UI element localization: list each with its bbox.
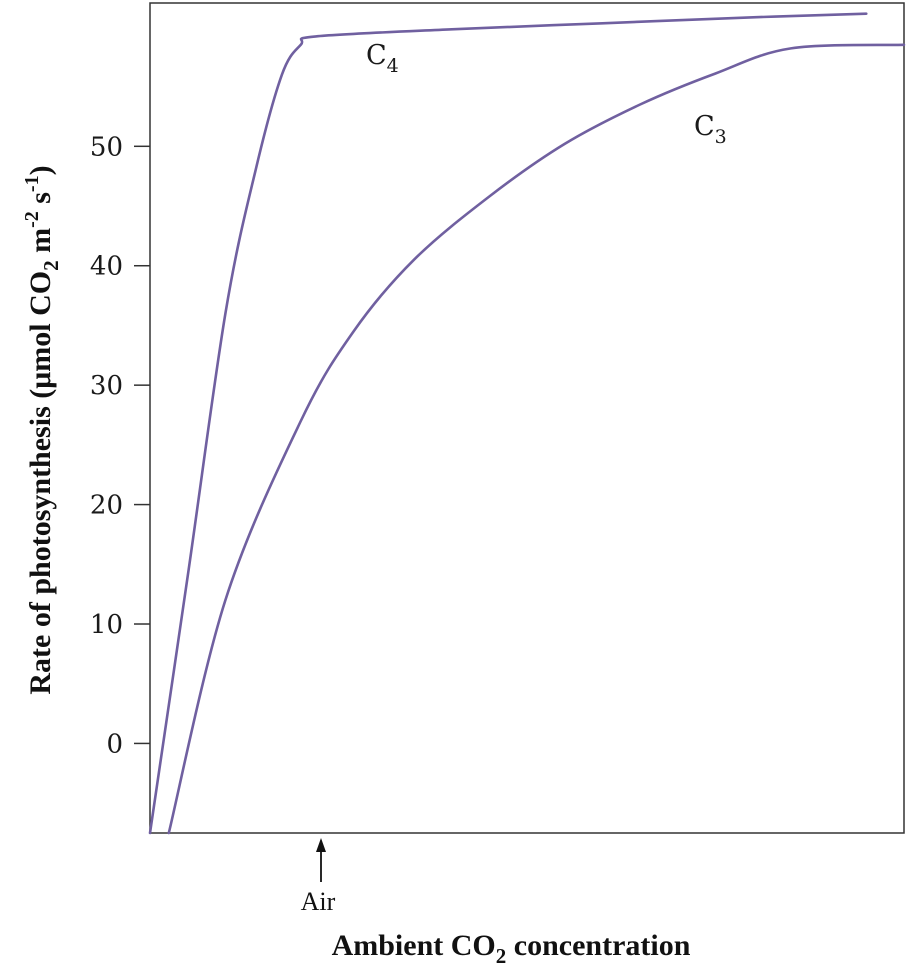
y-axis-title: Rate of photosynthesis (μmol CO2 m-2 s-1…: [21, 165, 63, 694]
x-axis-title: Ambient CO2 concentration: [332, 929, 691, 968]
air-annotation: Air: [301, 838, 336, 916]
curve-c4: [148, 12, 868, 835]
y-tick-label: 50: [90, 132, 123, 162]
label-c4: C4: [366, 40, 399, 77]
curve-c3: [167, 43, 906, 835]
y-axis-ticks: 0 10 20 30 40 50: [90, 132, 150, 759]
series-curves: [148, 12, 906, 835]
label-c3: C3: [694, 111, 727, 148]
y-tick-label: 20: [90, 491, 123, 521]
air-arrow-head: [316, 838, 326, 852]
y-tick-label: 30: [90, 371, 123, 401]
air-label: Air: [301, 887, 336, 916]
plot-frame: [149, 2, 905, 834]
y-tick-label: 10: [90, 610, 123, 640]
y-tick-label: 40: [90, 252, 123, 282]
y-tick-label: 0: [106, 729, 123, 759]
